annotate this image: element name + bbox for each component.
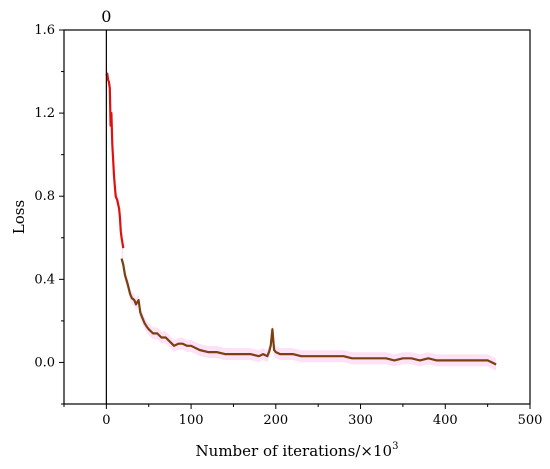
x-tick-label: 200 bbox=[263, 413, 288, 428]
x-axis-title: Number of iterations/×103 bbox=[196, 441, 399, 460]
x-tick-label: 300 bbox=[348, 413, 373, 428]
y-tick-label: 0.4 bbox=[34, 272, 55, 287]
y-tick-label: 1.2 bbox=[34, 106, 55, 121]
shaded-band-area bbox=[106, 67, 497, 371]
plot-frame bbox=[63, 29, 531, 405]
x-tick-label: 0 bbox=[102, 413, 110, 428]
series-layer bbox=[105, 72, 497, 366]
y-tick-label: 0.8 bbox=[34, 189, 55, 204]
shaded-band bbox=[106, 67, 497, 371]
y-tick-label: 0.0 bbox=[34, 355, 55, 370]
series-line-1 bbox=[105, 72, 125, 249]
x-axis-title-superscript: 3 bbox=[392, 441, 398, 452]
series-line-2 bbox=[120, 258, 497, 366]
y-axis: 0.0 0.4 0.8 1.2 1.6 bbox=[34, 23, 64, 405]
x-axis-title-text: Number of iterations/×10 bbox=[196, 442, 393, 460]
y-tick-label: 1.6 bbox=[34, 23, 55, 38]
x-tick-label: 400 bbox=[433, 413, 458, 428]
vertical-marker-label: 0 bbox=[101, 7, 111, 26]
x-tick-label: 100 bbox=[179, 413, 204, 428]
x-axis: 0 100 200 300 400 500 bbox=[63, 404, 543, 428]
x-tick-label: 500 bbox=[518, 413, 543, 428]
y-axis-title: Loss bbox=[10, 200, 28, 234]
